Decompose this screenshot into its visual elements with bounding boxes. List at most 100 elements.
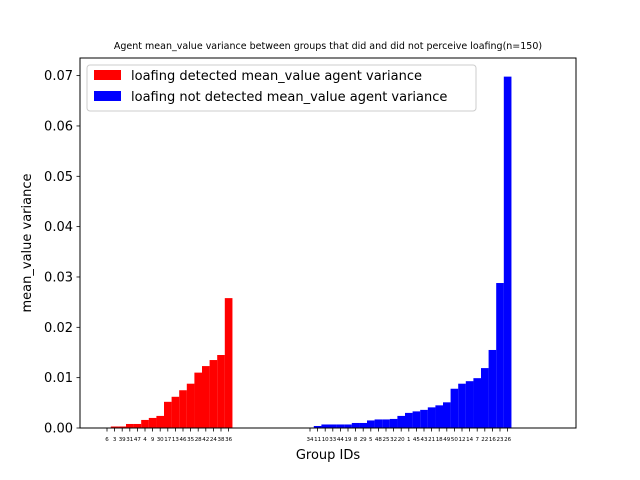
bar bbox=[450, 388, 459, 428]
x-tick-label: 24 bbox=[210, 437, 217, 443]
bar bbox=[359, 422, 368, 428]
bar bbox=[202, 366, 210, 428]
x-axis: 6 3 39 31 47 4 9 30 17 13 46 35 28 42 24 38 36 34 11 10 33 44… bbox=[105, 428, 512, 443]
x-tick-label: 18 bbox=[436, 437, 443, 443]
bar bbox=[503, 76, 512, 428]
legend-box bbox=[86, 64, 477, 112]
bar bbox=[164, 401, 172, 428]
bar bbox=[420, 409, 428, 428]
plot-frame bbox=[79, 57, 577, 429]
x-tick-label: 8 bbox=[354, 437, 358, 443]
bar bbox=[186, 383, 195, 428]
bar bbox=[427, 407, 436, 428]
bar bbox=[141, 419, 149, 428]
bar bbox=[465, 381, 474, 428]
x-tick-label: 38 bbox=[218, 437, 225, 443]
y-tick-label: 0.05 bbox=[44, 170, 73, 185]
bar bbox=[496, 283, 504, 428]
x-tick-label: 6 bbox=[105, 437, 109, 443]
x-tick-label: 44 bbox=[337, 437, 344, 443]
bar bbox=[443, 402, 451, 428]
x-tick-label: 20 bbox=[398, 437, 405, 443]
y-tick-label: 0.02 bbox=[44, 321, 73, 336]
x-tick-label: 28 bbox=[195, 437, 202, 443]
legend-label-detected: loafing detected mean_value agent varian… bbox=[131, 69, 422, 84]
x-tick-label: 34 bbox=[307, 437, 314, 443]
x-tick-label: 47 bbox=[134, 437, 141, 443]
legend-label-not-detected: loafing not detected mean_value agent va… bbox=[131, 90, 447, 105]
bars-layer bbox=[110, 76, 512, 428]
bar bbox=[374, 419, 383, 428]
x-tick-label: 13 bbox=[172, 437, 179, 443]
bar bbox=[412, 411, 421, 428]
x-tick-label: 46 bbox=[180, 437, 187, 443]
bar bbox=[397, 415, 406, 428]
x-tick-label: 17 bbox=[164, 437, 171, 443]
x-tick-label: 4 bbox=[143, 437, 147, 443]
bar bbox=[405, 412, 413, 428]
y-tick-label: 0.06 bbox=[44, 119, 73, 134]
bar bbox=[344, 424, 352, 428]
x-tick-label: 16 bbox=[489, 437, 496, 443]
x-tick-label: 45 bbox=[413, 437, 420, 443]
y-tick-label: 0.04 bbox=[44, 220, 73, 235]
x-tick-label: 14 bbox=[466, 437, 473, 443]
x-tick-label: 23 bbox=[497, 437, 504, 443]
x-tick-label: 49 bbox=[443, 437, 450, 443]
bar bbox=[194, 372, 203, 428]
x-tick-label: 22 bbox=[481, 437, 488, 443]
bar bbox=[217, 355, 225, 428]
x-tick-label: 36 bbox=[225, 437, 232, 443]
bar bbox=[329, 424, 337, 428]
bar bbox=[488, 349, 497, 428]
x-tick-label: 21 bbox=[428, 437, 435, 443]
x-tick-label: 1 bbox=[407, 437, 411, 443]
x-tick-label: 7 bbox=[475, 437, 479, 443]
x-tick-label: 33 bbox=[329, 437, 336, 443]
bar bbox=[336, 424, 345, 428]
bar bbox=[171, 396, 180, 428]
bar bbox=[209, 360, 218, 428]
bar bbox=[133, 423, 142, 428]
chart-title: Agent mean_value variance between groups… bbox=[114, 41, 542, 52]
y-tick-label: 0.03 bbox=[44, 270, 73, 285]
x-tick-label: 48 bbox=[375, 437, 382, 443]
bar bbox=[473, 378, 482, 428]
bar bbox=[458, 383, 466, 428]
bar bbox=[435, 405, 444, 428]
bar bbox=[224, 298, 233, 428]
bar bbox=[110, 426, 119, 428]
x-tick-label: 12 bbox=[459, 437, 466, 443]
bar bbox=[126, 423, 134, 428]
bar bbox=[118, 426, 127, 428]
x-tick-label: 29 bbox=[360, 437, 367, 443]
bar bbox=[389, 418, 398, 428]
x-tick-label: 43 bbox=[421, 437, 428, 443]
y-tick-label: 0.01 bbox=[44, 371, 73, 386]
x-tick-label: 19 bbox=[345, 437, 352, 443]
y-tick-label: 0.07 bbox=[44, 69, 73, 84]
legend: loafing detected mean_value agent varian… bbox=[86, 64, 477, 112]
x-axis-label: Group IDs bbox=[296, 448, 361, 463]
bar bbox=[313, 425, 322, 428]
x-tick-label: 3 bbox=[113, 437, 117, 443]
legend-swatch-detected bbox=[94, 70, 121, 80]
y-axis: 0.00 0.01 0.02 0.03 0.04 0.05 0.06 0.07 bbox=[44, 69, 80, 437]
x-tick-label: 30 bbox=[157, 437, 164, 443]
x-tick-label: 5 bbox=[369, 437, 373, 443]
x-tick-label: 11 bbox=[314, 437, 321, 443]
x-tick-label: 32 bbox=[390, 437, 397, 443]
legend-swatch-not-detected bbox=[94, 91, 121, 101]
bar bbox=[481, 368, 489, 428]
y-tick-label: 0.00 bbox=[44, 422, 73, 437]
bar bbox=[156, 415, 165, 428]
x-tick-label: 39 bbox=[119, 437, 126, 443]
bar bbox=[148, 417, 157, 428]
x-tick-label: 9 bbox=[151, 437, 155, 443]
bar bbox=[351, 422, 360, 428]
bar bbox=[179, 390, 187, 428]
bar bbox=[321, 424, 330, 428]
x-tick-label: 50 bbox=[451, 437, 458, 443]
y-axis-label: mean_value variance bbox=[20, 174, 35, 313]
